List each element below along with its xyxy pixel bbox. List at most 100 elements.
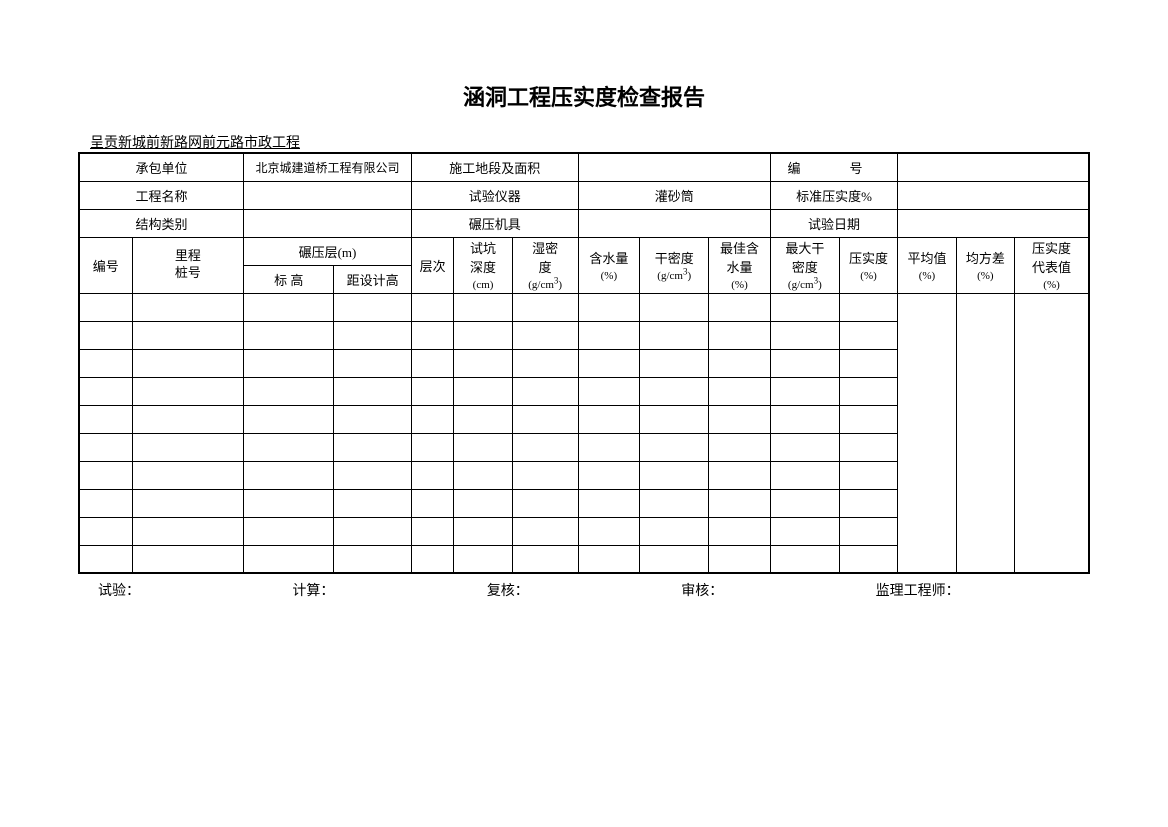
- cell: [512, 545, 578, 573]
- cell: [839, 489, 897, 517]
- cell: [132, 517, 244, 545]
- hdr-elevation: 标 高: [244, 265, 334, 293]
- cell: [512, 321, 578, 349]
- cell: [770, 545, 839, 573]
- cell: [334, 461, 412, 489]
- cell: [454, 377, 512, 405]
- cell: [79, 293, 132, 321]
- cell: [244, 489, 334, 517]
- cell: [132, 489, 244, 517]
- cell: [578, 433, 640, 461]
- cell: [839, 321, 897, 349]
- label-test-instrument: 试验仪器: [411, 181, 578, 209]
- label-structure-type: 结构类别: [79, 209, 244, 237]
- cell: [512, 293, 578, 321]
- cell: [839, 545, 897, 573]
- label-number: 编 号: [770, 153, 897, 181]
- hdr-compaction: 压实度(%): [839, 237, 897, 293]
- sig-review: 复核：: [487, 580, 681, 600]
- cell: [709, 517, 771, 545]
- hdr-dist-design: 距设计高: [334, 265, 412, 293]
- cell: [411, 377, 453, 405]
- cell: [454, 321, 512, 349]
- cell: [512, 517, 578, 545]
- cell: [334, 293, 412, 321]
- cell: [839, 377, 897, 405]
- cell: [244, 461, 334, 489]
- cell: [132, 433, 244, 461]
- cell: [640, 377, 709, 405]
- cell: [454, 293, 512, 321]
- cell: [132, 293, 244, 321]
- merged-cell: [898, 293, 956, 573]
- cell: [709, 433, 771, 461]
- cell: [454, 461, 512, 489]
- inspection-table: 承包单位 北京城建道桥工程有限公司 施工地段及面积 编 号 工程名称 试验仪器 …: [78, 152, 1090, 574]
- cell: [709, 349, 771, 377]
- cell: [411, 545, 453, 573]
- hdr-water-content: 含水量(%): [578, 237, 640, 293]
- cell: [578, 405, 640, 433]
- value-contractor: 北京城建道桥工程有限公司: [244, 153, 412, 181]
- cell: [334, 489, 412, 517]
- cell: [454, 517, 512, 545]
- cell: [334, 377, 412, 405]
- project-subtitle: 呈贡新城前新路网前元路市政工程: [78, 132, 1090, 152]
- cell: [839, 293, 897, 321]
- sig-supervisor: 监理工程师：: [876, 580, 1070, 600]
- cell: [132, 321, 244, 349]
- cell: [411, 293, 453, 321]
- cell: [578, 461, 640, 489]
- table-row: [79, 293, 1089, 321]
- hdr-wet-density: 湿密度(g/cm3): [512, 237, 578, 293]
- cell: [770, 461, 839, 489]
- cell: [244, 433, 334, 461]
- cell: [640, 405, 709, 433]
- hdr-layer-num: 层次: [411, 237, 453, 293]
- cell: [512, 461, 578, 489]
- cell: [640, 349, 709, 377]
- cell: [770, 293, 839, 321]
- cell: [578, 293, 640, 321]
- cell: [770, 321, 839, 349]
- cell: [79, 405, 132, 433]
- cell: [334, 545, 412, 573]
- cell: [411, 433, 453, 461]
- cell: [454, 545, 512, 573]
- cell: [640, 461, 709, 489]
- cell: [454, 433, 512, 461]
- cell: [244, 293, 334, 321]
- label-roller-tool: 碾压机具: [411, 209, 578, 237]
- cell: [578, 489, 640, 517]
- hdr-pit-depth: 试坑深度(cm): [454, 237, 512, 293]
- cell: [839, 433, 897, 461]
- label-std-compaction: 标准压实度%: [770, 181, 897, 209]
- cell: [79, 349, 132, 377]
- cell: [709, 461, 771, 489]
- cell: [334, 349, 412, 377]
- signature-row: 试验： 计算： 复核： 审核： 监理工程师：: [78, 580, 1090, 600]
- cell: [411, 461, 453, 489]
- hdr-compaction-layer: 碾压层(m): [244, 237, 412, 265]
- cell: [411, 349, 453, 377]
- cell: [334, 321, 412, 349]
- value-structure-type: [244, 209, 412, 237]
- value-roller-tool: [578, 209, 770, 237]
- cell: [578, 321, 640, 349]
- merged-cell: [956, 293, 1014, 573]
- cell: [244, 405, 334, 433]
- value-number: [898, 153, 1089, 181]
- cell: [79, 377, 132, 405]
- cell: [839, 461, 897, 489]
- sig-calc: 计算：: [292, 580, 486, 600]
- sig-test: 试验：: [98, 580, 292, 600]
- label-project-name: 工程名称: [79, 181, 244, 209]
- cell: [640, 545, 709, 573]
- cell: [770, 377, 839, 405]
- cell: [709, 545, 771, 573]
- cell: [132, 377, 244, 405]
- cell: [640, 321, 709, 349]
- cell: [512, 349, 578, 377]
- value-section-area: [578, 153, 770, 181]
- report-title: 涵洞工程压实度检查报告: [78, 80, 1090, 112]
